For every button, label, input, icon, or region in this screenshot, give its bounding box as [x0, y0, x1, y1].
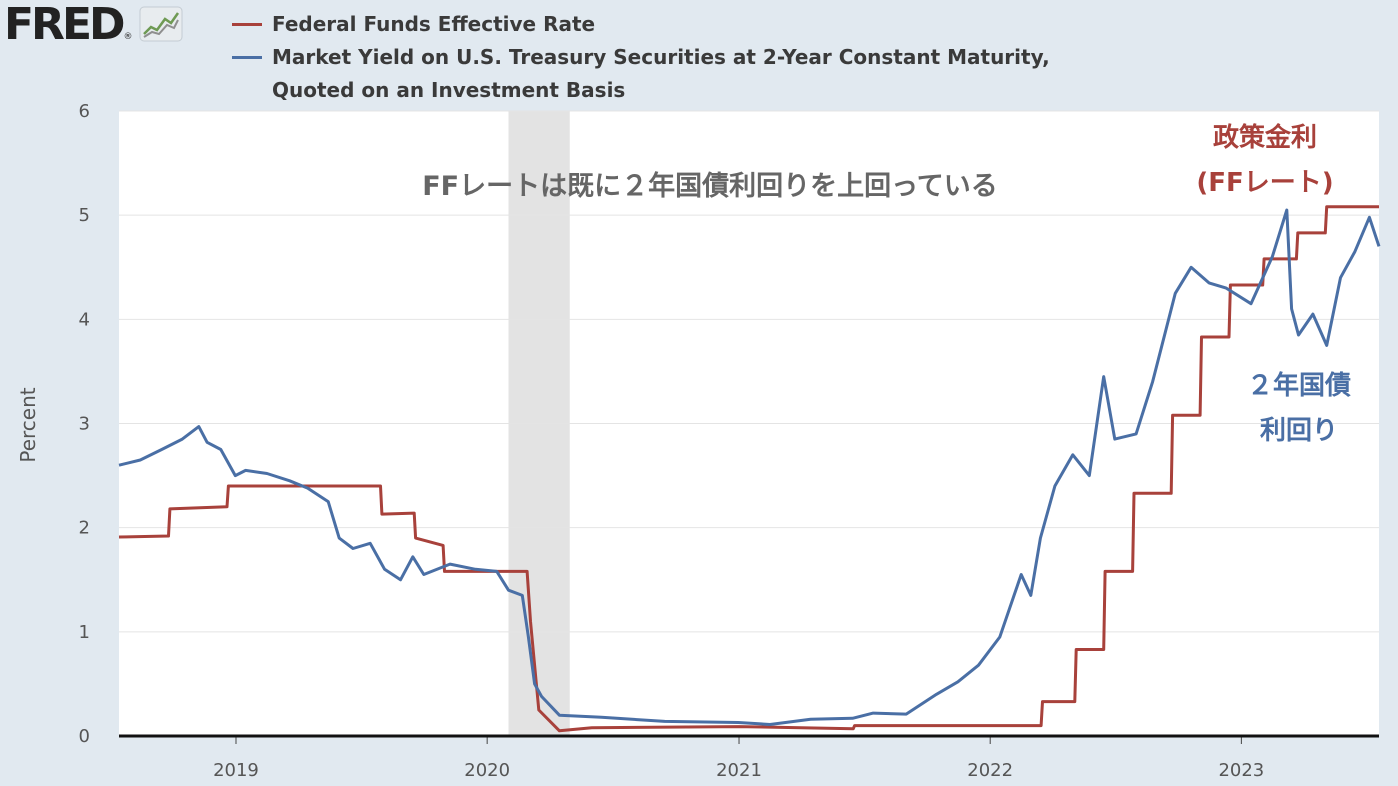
annotation-ff-line2: (FFレート) [1196, 168, 1333, 198]
legend-swatch-ff [232, 23, 262, 26]
y-tick-label: 3 [79, 414, 90, 435]
line-chart-icon [139, 6, 183, 42]
legend-swatch-t2y [232, 56, 262, 59]
series-t2y-line [118, 208, 1381, 726]
series-ff-line [118, 205, 1379, 733]
y-tick-label: 1 [79, 622, 90, 643]
fred-logo: FRED ® [4, 2, 183, 48]
legend-label-ff: Federal Funds Effective Rate [272, 12, 596, 36]
x-tick-label: 2021 [716, 760, 762, 781]
x-tick-label: 2020 [464, 760, 510, 781]
y-tick-label: 5 [79, 205, 90, 226]
legend-item-t2y: Market Yield on U.S. Treasury Securities… [232, 41, 1050, 74]
annotation-main: FFレートは既に２年国債利回りを上回っている [422, 170, 998, 202]
fred-logo-text: FRED [4, 0, 126, 50]
x-tick-label: 2023 [1218, 760, 1264, 781]
chart-legend: Federal Funds Effective Rate Market Yiel… [232, 8, 1050, 107]
y-tick-label: 0 [79, 726, 90, 747]
x-tick-label: 2019 [213, 760, 259, 781]
annotation-ff-line1: 政策金利 [1213, 122, 1317, 153]
y-tick-label: 2 [79, 518, 90, 539]
legend-item-ff: Federal Funds Effective Rate [232, 8, 1050, 41]
annotation-t2y-line1: ２年国債 [1247, 370, 1351, 401]
registered-mark: ® [123, 32, 133, 42]
x-tick-label: 2022 [967, 760, 1013, 781]
legend-label-t2y-line1: Market Yield on U.S. Treasury Securities… [272, 45, 1050, 69]
y-tick-label: 6 [79, 101, 90, 122]
y-tick-label: 4 [79, 309, 90, 330]
legend-label-t2y-line2: Quoted on an Investment Basis [272, 78, 626, 102]
plot-area: 0 1 2 3 4 5 6 2019 2020 2021 2022 2023 [79, 101, 1381, 781]
annotation-t2y-line2: 利回り [1260, 416, 1338, 446]
